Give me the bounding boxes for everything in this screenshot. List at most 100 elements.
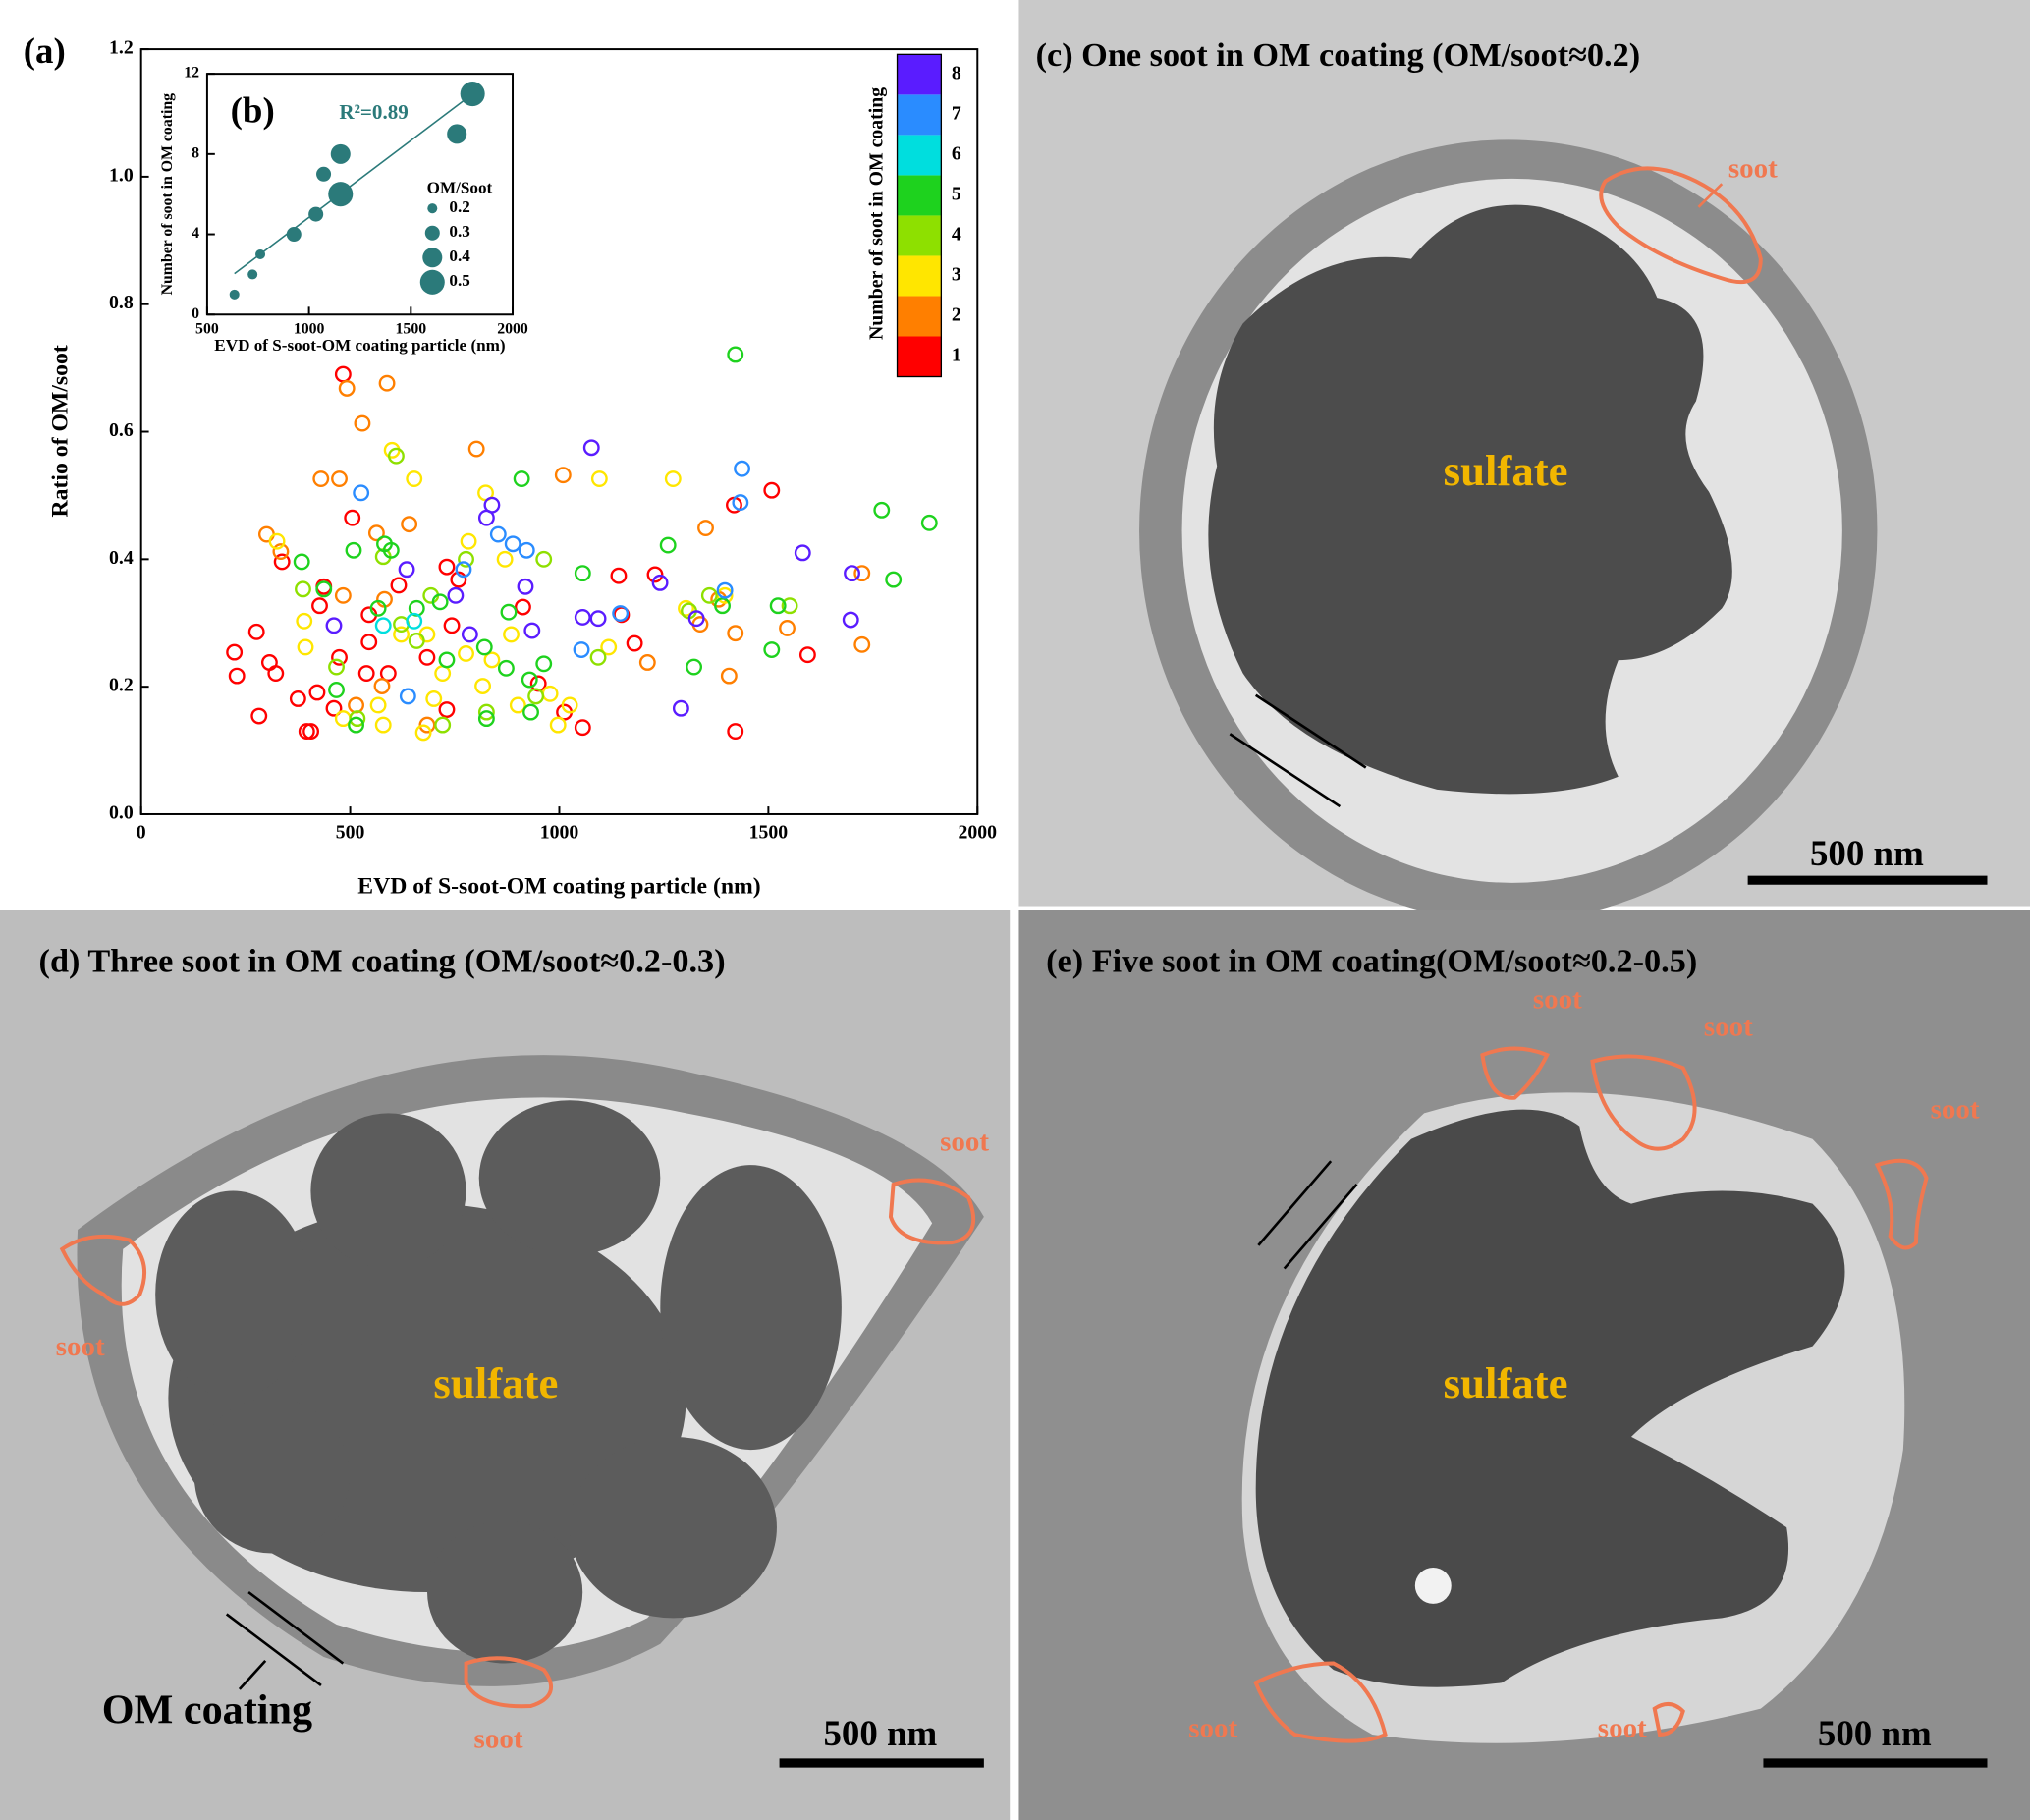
- data-point: [678, 599, 694, 617]
- data-point: [250, 707, 268, 725]
- soot-label: soot: [1188, 1713, 1237, 1744]
- data-point: [477, 710, 495, 728]
- soot-label: soot: [474, 1723, 523, 1754]
- data-point: [226, 643, 244, 661]
- data-point: [589, 648, 607, 666]
- colorbar-label: 6: [952, 142, 961, 164]
- soot-label: soot: [1598, 1713, 1647, 1744]
- data-point: [373, 678, 391, 694]
- x-tick-label: 500: [336, 821, 365, 843]
- data-point: [353, 484, 370, 502]
- y-tick-label: 1.0: [109, 164, 134, 186]
- soot-label: soot: [1704, 1011, 1753, 1042]
- data-point: [853, 635, 871, 653]
- data-point: [582, 439, 600, 457]
- data-point: [406, 612, 423, 630]
- x-tick-label: 1000: [540, 821, 579, 843]
- thickness-line: [1257, 1160, 1333, 1246]
- sulfate-lobe: [478, 1100, 661, 1256]
- bubble: [328, 182, 354, 207]
- data-point: [360, 634, 378, 651]
- data-point: [732, 494, 749, 512]
- data-point: [325, 699, 343, 717]
- data-point: [325, 617, 343, 634]
- data-point: [853, 565, 871, 582]
- data-point: [418, 716, 436, 734]
- data-point: [527, 688, 545, 705]
- colorbar-label: 3: [952, 263, 961, 285]
- soot-label: soot: [1728, 153, 1778, 185]
- x-tick-label: 1500: [749, 821, 789, 843]
- data-point: [716, 586, 734, 604]
- data-point: [447, 586, 465, 604]
- y-tick-label: 0: [192, 305, 199, 322]
- data-point: [293, 553, 310, 571]
- y-tick-label: 0.0: [109, 802, 134, 824]
- data-point: [354, 414, 371, 432]
- size-legend-label: 0.5: [449, 271, 469, 290]
- core-label: sulfate: [1444, 1358, 1568, 1407]
- size-legend-marker: [422, 248, 443, 268]
- thickness-line: [1254, 693, 1367, 769]
- data-point: [331, 648, 348, 666]
- panel-d: (d) Three soot in OM coating (OM/soot≈0.…: [0, 910, 1011, 1820]
- data-point: [455, 561, 472, 579]
- data-point: [308, 684, 326, 701]
- soot-outline: [1874, 1158, 1929, 1250]
- core-label: sulfate: [1444, 446, 1568, 495]
- data-point: [574, 719, 591, 737]
- data-point: [781, 597, 798, 615]
- fit-line: [234, 93, 473, 275]
- data-point: [273, 553, 291, 571]
- data-point: [289, 690, 306, 707]
- data-point: [664, 470, 682, 487]
- data-point: [554, 467, 572, 484]
- plot-frame: [205, 73, 515, 316]
- scale-label: 500 nm: [823, 1713, 937, 1753]
- data-point: [541, 685, 559, 702]
- data-point: [561, 696, 578, 714]
- data-point: [393, 626, 410, 643]
- data-point: [431, 593, 449, 611]
- data-point: [228, 667, 246, 685]
- colorbar-label: 7: [952, 102, 961, 124]
- data-point: [438, 558, 456, 576]
- soot-outline: [464, 1656, 554, 1709]
- y-tick-label: 0.8: [109, 292, 134, 313]
- data-point: [697, 520, 714, 536]
- data-point: [434, 665, 452, 682]
- data-point: [720, 667, 738, 685]
- scale-label: 500 nm: [1818, 1713, 1932, 1753]
- data-point: [522, 703, 539, 721]
- data-point: [779, 620, 796, 636]
- soot-outline: [1590, 1054, 1697, 1151]
- sulfate-lobe: [570, 1436, 777, 1619]
- soot-label: soot: [1533, 984, 1582, 1016]
- data-point: [414, 724, 432, 742]
- data-point: [297, 638, 314, 656]
- sulfate-core: [155, 1100, 842, 1664]
- data-point: [509, 696, 526, 714]
- data-point: [794, 544, 811, 562]
- data-point: [460, 532, 477, 550]
- bubble: [460, 82, 485, 107]
- annotation: R²=0.89: [339, 100, 408, 124]
- sulfate-core: [1208, 204, 1732, 795]
- sulfate-lobe: [427, 1520, 583, 1664]
- data-point: [425, 690, 443, 707]
- colorbar-segment: [897, 336, 942, 377]
- data-point: [328, 658, 345, 676]
- data-point: [467, 440, 485, 458]
- colorbar-segment: [897, 175, 942, 216]
- data-point: [257, 525, 275, 543]
- data-point: [518, 541, 535, 559]
- data-point: [295, 580, 311, 598]
- soot-outline: [1480, 1046, 1551, 1100]
- sulfate-lobe: [155, 1190, 311, 1399]
- data-point: [734, 460, 750, 477]
- data-point: [311, 597, 328, 615]
- data-point: [390, 577, 408, 594]
- x-tick-label: 1500: [396, 321, 427, 338]
